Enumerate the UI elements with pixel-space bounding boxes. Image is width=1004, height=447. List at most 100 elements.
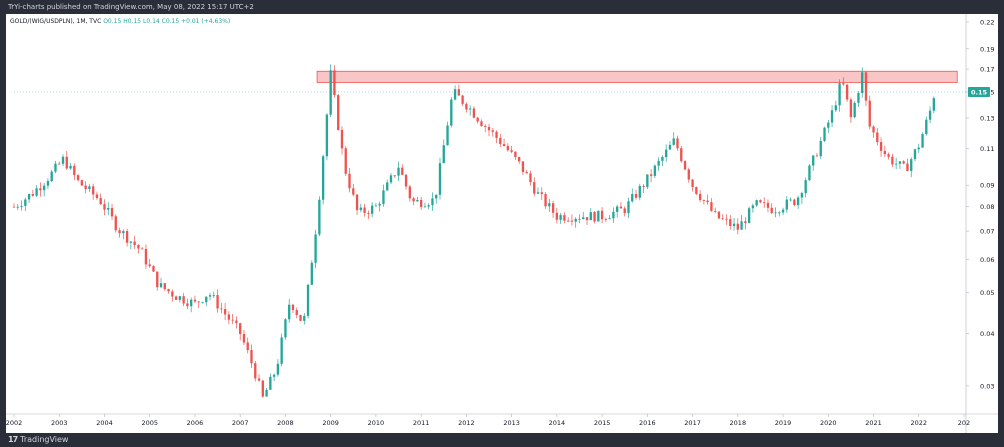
candle — [695, 186, 698, 195]
candle-body — [872, 126, 875, 133]
candle — [333, 65, 336, 98]
x-tick-label: 2017 — [684, 419, 701, 427]
candle — [272, 373, 276, 382]
candle-body — [891, 156, 894, 165]
candle — [902, 160, 905, 165]
candle — [457, 84, 461, 96]
candle — [517, 156, 521, 164]
candle — [397, 161, 400, 181]
candle-body — [525, 172, 528, 174]
candle — [627, 197, 630, 219]
candle-body — [231, 319, 234, 321]
candle-body — [95, 194, 99, 199]
candle — [638, 183, 641, 201]
candle — [642, 183, 645, 193]
candle-body — [280, 337, 283, 364]
candle — [491, 128, 494, 137]
candle — [861, 67, 864, 98]
candle — [770, 203, 773, 214]
candle-body — [740, 221, 743, 230]
candle-body — [174, 296, 178, 300]
candle-body — [152, 266, 155, 272]
candle-body — [672, 138, 675, 145]
chart-area[interactable]: 0.22 0.19 0.17 0.15 0.13 0.11 0.09 0.08 0.07 0.06… — [6, 14, 998, 433]
candle — [668, 141, 672, 150]
candle — [536, 187, 540, 195]
candle-body — [193, 299, 197, 302]
candle-body — [431, 198, 434, 206]
candle — [231, 313, 234, 325]
candle-body — [205, 296, 208, 303]
x-tick-label: 2008 — [277, 419, 294, 427]
candle — [510, 145, 513, 154]
candle — [88, 184, 91, 192]
price-chart-svg[interactable]: 0.22 0.19 0.17 0.15 0.13 0.11 0.09 0.08 0.07 0.06… — [6, 14, 998, 433]
candle-body — [129, 241, 133, 243]
candle — [506, 143, 510, 152]
candle — [812, 155, 815, 171]
candle-body — [842, 83, 845, 85]
candle-body — [845, 84, 849, 100]
x-tick-label: 2002 — [6, 419, 22, 427]
candle — [706, 194, 709, 205]
candle-body — [714, 210, 717, 212]
candle-body — [31, 194, 35, 196]
candle — [20, 200, 23, 211]
candle — [288, 299, 291, 323]
candle — [623, 206, 626, 217]
candle-body — [778, 212, 781, 214]
candle-body — [680, 148, 683, 162]
candle — [657, 157, 660, 171]
candle-body — [299, 314, 302, 321]
candle-body — [578, 218, 581, 220]
candle-body — [676, 138, 679, 149]
candle-body — [148, 264, 151, 267]
candle — [778, 211, 781, 217]
candle-body — [646, 174, 649, 187]
x-tick-label: 2003 — [51, 419, 68, 427]
candle — [525, 170, 528, 174]
candle-body — [566, 220, 570, 222]
candle-body — [559, 215, 562, 220]
candle-body — [729, 219, 732, 226]
candle — [759, 199, 762, 204]
x-tick-label: 2011 — [413, 419, 430, 427]
candle — [823, 126, 826, 143]
candle-body — [827, 122, 830, 128]
candle-body — [751, 205, 755, 209]
candle-body — [593, 212, 596, 222]
candle-body — [725, 218, 728, 220]
candle-body — [499, 137, 502, 145]
candle-body — [65, 156, 68, 169]
candle — [156, 271, 159, 291]
candle-body — [171, 291, 174, 297]
candle — [91, 183, 95, 200]
candle-body — [144, 248, 148, 265]
candle — [133, 236, 136, 249]
candle-body — [879, 142, 883, 151]
candle — [73, 163, 76, 181]
candle — [514, 151, 517, 160]
candle-body — [386, 182, 389, 191]
candle — [533, 177, 536, 197]
candle — [359, 203, 362, 213]
candle-body — [46, 181, 50, 186]
candle-body — [99, 198, 102, 205]
candle-body — [853, 102, 856, 118]
candle-body — [39, 188, 42, 191]
candle — [864, 71, 868, 107]
candle-body — [27, 194, 31, 200]
legend-low: L0.14 — [143, 18, 160, 25]
candle — [159, 277, 163, 289]
candle-body — [476, 117, 479, 122]
candle-body — [484, 126, 487, 127]
candle — [574, 217, 577, 228]
y-tick-label: 0.11 — [980, 145, 994, 153]
y-tick-label: 0.06 — [980, 256, 994, 264]
candle — [894, 157, 898, 170]
legend-symbol: GOLD/(WIG/USDPLN), 1M, TVC — [10, 18, 102, 25]
legend-change: +0.01 (+4.63%) — [181, 18, 231, 25]
candle — [631, 188, 634, 203]
candle — [563, 212, 566, 224]
candle — [99, 193, 102, 205]
